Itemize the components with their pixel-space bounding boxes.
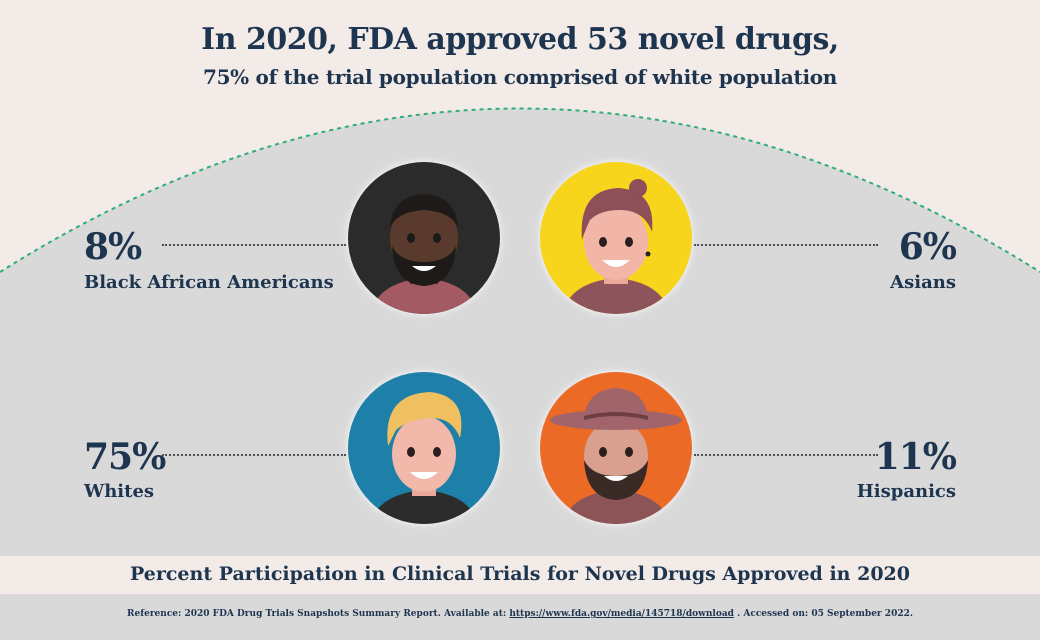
page-title: In 2020, FDA approved 53 novel drugs, bbox=[201, 22, 839, 57]
white-man-avatar-icon bbox=[348, 372, 500, 524]
footer-band bbox=[0, 556, 1040, 594]
hispanic-man-avatar-icon bbox=[540, 372, 692, 524]
black-african-americans-percent: 8% bbox=[84, 226, 142, 268]
reference-text: Reference: 2020 FDA Drug Trials Snapshot… bbox=[0, 609, 1040, 619]
connector-line bbox=[162, 244, 346, 246]
connector-line bbox=[694, 244, 878, 246]
asians-percent: 6% bbox=[898, 226, 957, 268]
reference-suffix: . Accessed on: 05 September 2022. bbox=[733, 609, 913, 619]
hispanics-label: Hispanics bbox=[856, 481, 956, 502]
reference-band bbox=[0, 594, 1040, 640]
hispanics-percent: 11% bbox=[874, 436, 957, 478]
reference-link[interactable]: https://www.fda.gov/media/145718/downloa… bbox=[509, 609, 734, 619]
footer-title: Percent Participation in Clinical Trials… bbox=[129, 563, 910, 585]
black-man-avatar-icon bbox=[348, 162, 500, 314]
connector-line bbox=[162, 454, 346, 456]
whites-label: Whites bbox=[84, 481, 155, 502]
reference-prefix: Reference: 2020 FDA Drug Trials Snapshot… bbox=[127, 609, 510, 619]
whites-percent: 75% bbox=[84, 436, 166, 478]
connector-line bbox=[694, 454, 878, 456]
asians-label: Asians bbox=[890, 272, 956, 293]
black-african-americans-label: Black African Americans bbox=[84, 272, 334, 293]
page-subtitle: 75% of the trial population comprised of… bbox=[202, 65, 838, 89]
asian-man-avatar-icon bbox=[540, 162, 692, 314]
